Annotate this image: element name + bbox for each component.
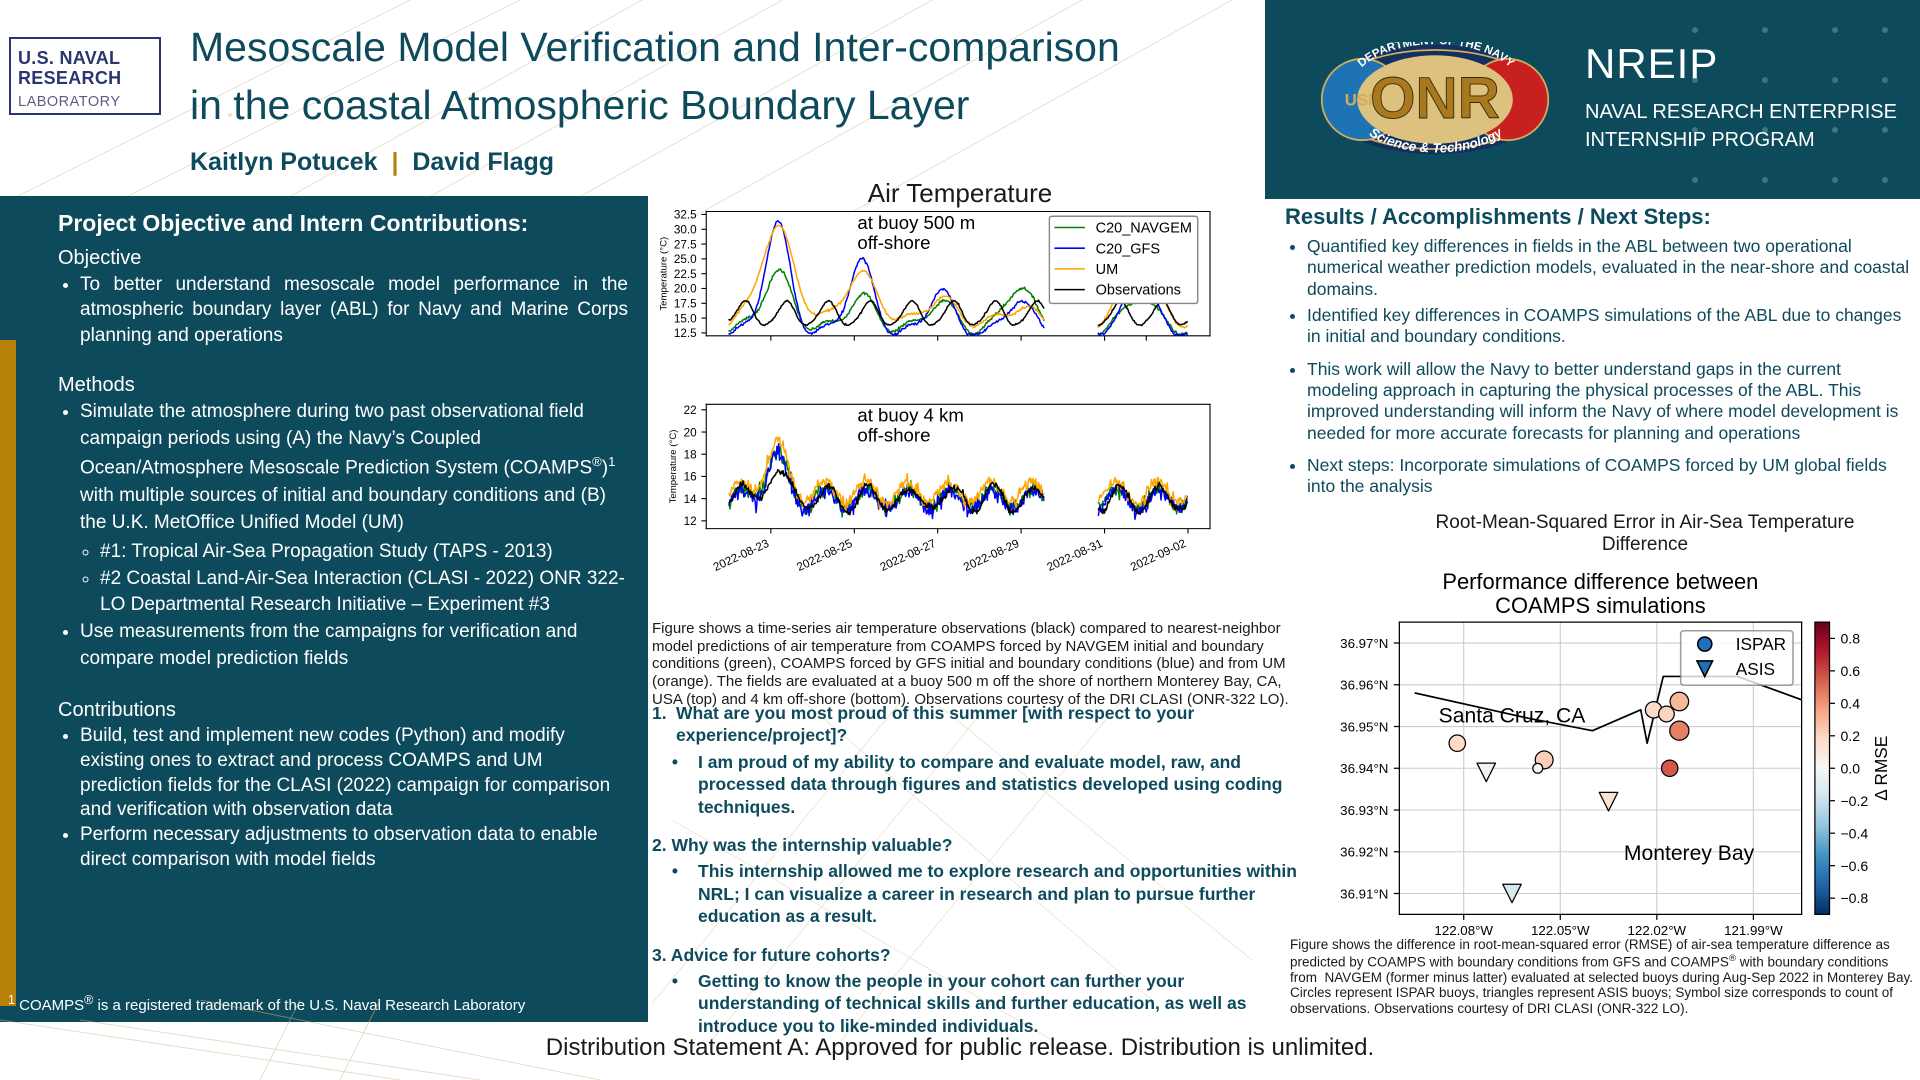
svg-text:2022-08-29: 2022-08-29 (962, 537, 1022, 574)
svg-text:Δ RMSE: Δ RMSE (1871, 736, 1891, 801)
svg-text:36.95°N: 36.95°N (1340, 719, 1388, 734)
svg-text:Temperature (°C): Temperature (°C) (658, 237, 669, 311)
svg-text:17.5: 17.5 (674, 298, 697, 311)
svg-text:ONR: ONR (1370, 66, 1500, 131)
svg-text:0.0: 0.0 (1840, 760, 1860, 776)
svg-text:Temperature (°C): Temperature (°C) (668, 429, 679, 503)
svg-text:25.0: 25.0 (674, 253, 697, 266)
svg-text:12.5: 12.5 (674, 327, 697, 340)
svg-text:0.2: 0.2 (1840, 728, 1860, 744)
svg-text:Monterey Bay: Monterey Bay (1624, 842, 1755, 865)
svg-text:2022-08-27: 2022-08-27 (878, 537, 938, 574)
svg-text:UM: UM (1096, 262, 1119, 278)
svg-text:36.92°N: 36.92°N (1340, 845, 1388, 860)
svg-text:36.96°N: 36.96°N (1340, 678, 1388, 693)
svg-text:2022-08-31: 2022-08-31 (1045, 537, 1105, 574)
svg-text:−0.8: −0.8 (1840, 890, 1868, 906)
svg-text:2022-08-23: 2022-08-23 (711, 537, 771, 574)
svg-text:0.8: 0.8 (1840, 630, 1860, 646)
svg-text:22.5: 22.5 (674, 268, 697, 281)
svg-text:off-shore: off-shore (857, 232, 930, 253)
svg-text:C20_NAVGEM: C20_NAVGEM (1096, 221, 1192, 237)
svg-text:27.5: 27.5 (674, 238, 697, 251)
svg-text:COAMPS simulations: COAMPS simulations (1495, 593, 1706, 618)
svg-text:30.0: 30.0 (674, 224, 697, 237)
svg-text:2022-08-25: 2022-08-25 (795, 537, 855, 574)
svg-text:16: 16 (684, 471, 697, 484)
svg-text:14: 14 (684, 493, 698, 506)
svg-text:0.6: 0.6 (1840, 663, 1860, 679)
svg-text:C20_GFS: C20_GFS (1096, 241, 1160, 257)
svg-text:36.94°N: 36.94°N (1340, 761, 1388, 776)
svg-text:off-shore: off-shore (857, 425, 930, 446)
svg-text:−0.6: −0.6 (1840, 858, 1868, 874)
svg-text:121.99°W: 121.99°W (1724, 923, 1783, 938)
svg-text:−0.4: −0.4 (1840, 825, 1868, 841)
svg-text:20.0: 20.0 (674, 283, 697, 296)
svg-text:at buoy 500 m: at buoy 500 m (857, 212, 975, 233)
svg-text:−0.2: −0.2 (1840, 793, 1868, 809)
svg-text:36.91°N: 36.91°N (1340, 886, 1388, 901)
svg-text:36.97°N: 36.97°N (1340, 636, 1388, 651)
svg-text:18: 18 (684, 448, 697, 461)
svg-text:20: 20 (684, 426, 698, 439)
svg-text:15.0: 15.0 (674, 312, 697, 325)
svg-text:12: 12 (684, 515, 697, 528)
svg-text:0.4: 0.4 (1840, 695, 1860, 711)
svg-text:ISPAR: ISPAR (1736, 634, 1786, 654)
svg-text:122.08°W: 122.08°W (1434, 923, 1493, 938)
svg-text:Santa Cruz, CA: Santa Cruz, CA (1439, 704, 1587, 727)
svg-text:at buoy 4 km: at buoy 4 km (857, 405, 963, 426)
svg-text:ASIS: ASIS (1736, 659, 1775, 679)
svg-text:122.02°W: 122.02°W (1628, 923, 1687, 938)
svg-text:22: 22 (684, 404, 697, 417)
svg-text:Observations: Observations (1096, 283, 1181, 299)
svg-text:Performance difference between: Performance difference between (1442, 569, 1758, 594)
svg-text:122.05°W: 122.05°W (1531, 923, 1590, 938)
svg-text:36.93°N: 36.93°N (1340, 803, 1388, 818)
svg-text:32.5: 32.5 (674, 209, 697, 222)
svg-text:2022-09-02: 2022-09-02 (1128, 537, 1188, 574)
